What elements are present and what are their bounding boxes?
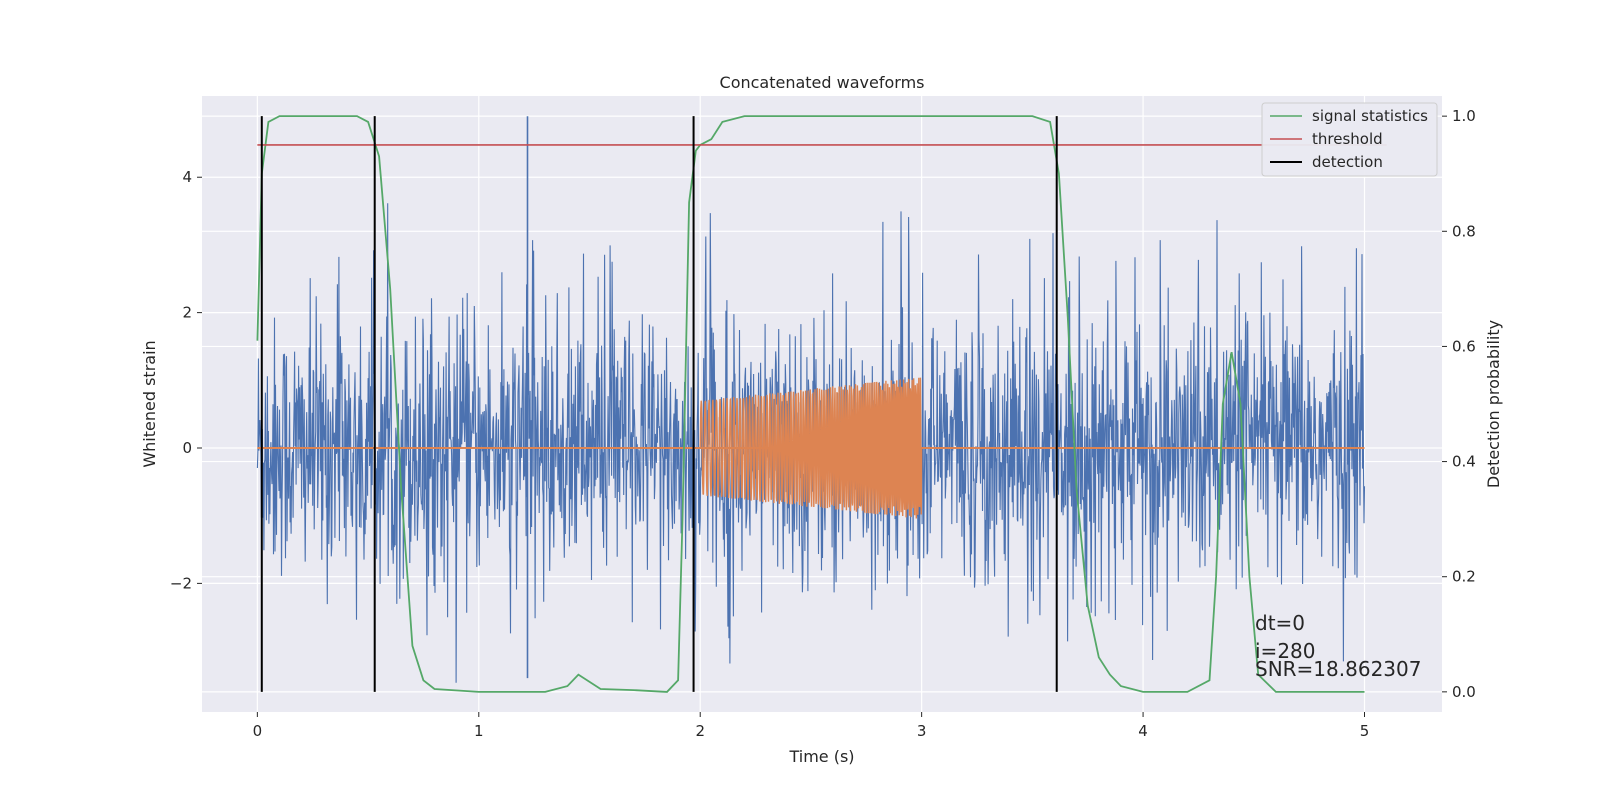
y-axis-label: Whitened strain xyxy=(140,340,159,467)
x-ticks: 0 1 2 3 4 5 xyxy=(253,712,1370,740)
y-tick-label: 0 xyxy=(182,439,192,457)
y2-tick-label: 1.0 xyxy=(1452,107,1476,125)
legend-box xyxy=(1261,102,1438,177)
x-tick-label: 2 xyxy=(695,722,705,740)
signal-statistics-line xyxy=(256,115,1365,693)
x-tick-label: 1 xyxy=(474,722,484,740)
x-tick-label: 3 xyxy=(917,722,927,740)
injection-chirp xyxy=(699,377,923,519)
x-tick-label: 0 xyxy=(253,722,263,740)
legend-label-signal-statistics: signal statistics xyxy=(1312,107,1428,125)
legend-label-detection: detection xyxy=(1312,153,1383,171)
annotation-i: i=280 xyxy=(1255,639,1316,663)
y2-ticks: 0.0 0.2 0.4 0.6 0.8 1.0 xyxy=(1442,107,1476,701)
traces xyxy=(256,115,1387,693)
y-ticks: −2 0 2 4 xyxy=(170,168,202,592)
x-tick-label: 4 xyxy=(1138,722,1148,740)
annotation-snr: SNR=18.862307 xyxy=(1255,657,1421,681)
y2-tick-label: 0.6 xyxy=(1452,337,1476,355)
y2-axis-label: Detection probability xyxy=(1484,320,1503,488)
chart-title: Concatenated waveforms xyxy=(720,73,925,92)
y-tick-label: 4 xyxy=(182,168,192,186)
y2-tick-label: 0.4 xyxy=(1452,453,1476,471)
annotation-dt: dt=0 xyxy=(1255,611,1305,635)
y-tick-label: −2 xyxy=(170,574,192,592)
y2-tick-label: 0.0 xyxy=(1452,683,1476,701)
legend: signal statistics threshold detection xyxy=(1261,102,1438,177)
legend-label-threshold: threshold xyxy=(1312,130,1383,148)
x-axis-label: Time (s) xyxy=(788,747,854,766)
y-tick-label: 2 xyxy=(182,304,192,322)
x-tick-label: 5 xyxy=(1360,722,1370,740)
y2-tick-label: 0.8 xyxy=(1452,222,1476,240)
y2-tick-label: 0.2 xyxy=(1452,568,1476,586)
